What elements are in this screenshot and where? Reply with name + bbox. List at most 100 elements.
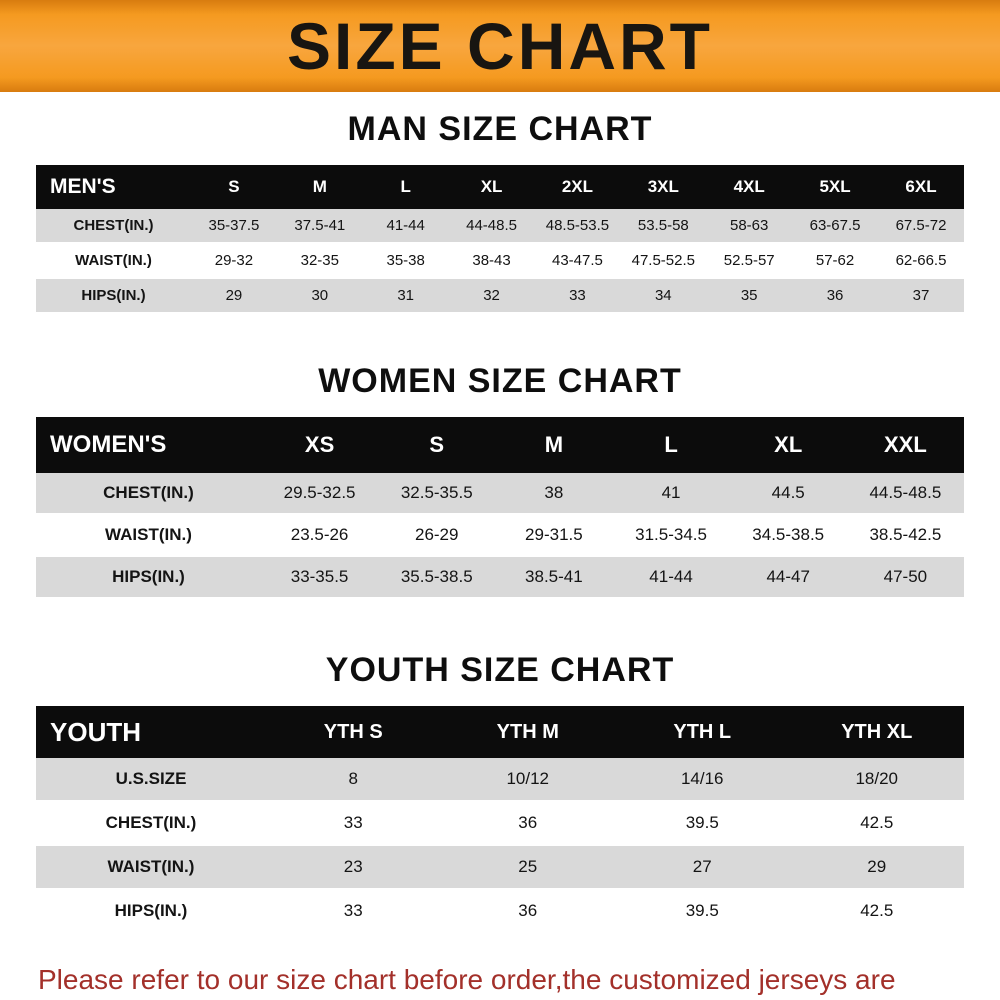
size-table: MEN'S S M L XL 2XL 3XL 4XL 5XL 6XL CHEST(IN.) 35-37… bbox=[36, 165, 964, 314]
table-header-row: YOUTH YTH S YTH M YTH L YTH XL bbox=[36, 706, 964, 758]
size-cell: 29 bbox=[789, 845, 964, 890]
page-title: SIZE CHART bbox=[287, 9, 713, 83]
size-cell: 47.5-52.5 bbox=[620, 243, 707, 279]
size-cell: 23.5-26 bbox=[261, 514, 379, 557]
size-cell: 52.5-57 bbox=[706, 243, 793, 279]
row-label: HIPS(IN.) bbox=[36, 278, 191, 314]
row-label: HIPS(IN.) bbox=[36, 556, 261, 599]
column-header: 6XL bbox=[878, 165, 964, 209]
column-header: S bbox=[378, 417, 496, 473]
row-label: CHEST(IN.) bbox=[36, 801, 266, 846]
row-label: WAIST(IN.) bbox=[36, 243, 191, 279]
size-cell: 29.5-32.5 bbox=[261, 473, 379, 515]
size-cell: 30 bbox=[276, 278, 363, 314]
column-header: L bbox=[362, 165, 449, 209]
size-cell: 62-66.5 bbox=[878, 243, 964, 279]
size-cell: 43-47.5 bbox=[534, 243, 621, 279]
table-header-label: WOMEN'S bbox=[36, 417, 261, 473]
size-cell: 39.5 bbox=[615, 889, 790, 934]
section-heading: YOUTH SIZE CHART bbox=[325, 651, 675, 689]
size-cell: 48.5-53.5 bbox=[534, 209, 621, 244]
column-header: 2XL bbox=[534, 165, 621, 209]
size-cell: 42.5 bbox=[789, 801, 964, 846]
row-label: HIPS(IN.) bbox=[36, 889, 266, 934]
column-header: M bbox=[276, 165, 363, 209]
section-heading: MAN SIZE CHART bbox=[347, 110, 653, 148]
size-cell: 47-50 bbox=[846, 556, 964, 599]
footer-note: Please refer to our size chart before or… bbox=[38, 960, 964, 1000]
table-row: CHEST(IN.) 29.5-32.5 32.5-35.5 38 41 44.5 44.5… bbox=[36, 473, 964, 515]
size-cell: 35-38 bbox=[362, 243, 449, 279]
row-label: U.S.SIZE bbox=[36, 758, 266, 802]
column-header: 4XL bbox=[706, 165, 793, 209]
size-cell: 33 bbox=[266, 889, 441, 934]
size-cell: 29-31.5 bbox=[495, 514, 613, 557]
table-row: WAIST(IN.) 29-32 32-35 35-38 38-43 43-47.5 47.… bbox=[36, 243, 964, 279]
size-cell: 38.5-41 bbox=[495, 556, 613, 599]
column-header: M bbox=[495, 417, 613, 473]
row-label: WAIST(IN.) bbox=[36, 845, 266, 890]
size-table: WOMEN'S XS S M L XL XXL CHEST(IN.) 29.5-32.5 32.5… bbox=[36, 417, 964, 599]
column-header: YTH L bbox=[615, 706, 790, 758]
size-cell: 23 bbox=[266, 845, 441, 890]
size-cell: 57-62 bbox=[792, 243, 878, 279]
size-cell: 32 bbox=[448, 278, 535, 314]
size-cell: 10/12 bbox=[440, 758, 615, 802]
size-cell: 44-48.5 bbox=[448, 209, 535, 244]
size-cell: 53.5-58 bbox=[620, 209, 707, 244]
size-cell: 8 bbox=[266, 758, 441, 802]
column-header: YTH S bbox=[266, 706, 441, 758]
table-header-row: MEN'S S M L XL 2XL 3XL 4XL 5XL 6XL bbox=[36, 165, 964, 209]
size-cell: 27 bbox=[615, 845, 790, 890]
row-label: CHEST(IN.) bbox=[36, 473, 261, 515]
size-cell: 33-35.5 bbox=[261, 556, 379, 599]
column-header: S bbox=[191, 165, 277, 209]
size-cell: 14/16 bbox=[615, 758, 790, 802]
size-cell: 41 bbox=[612, 473, 730, 515]
column-header: XL bbox=[448, 165, 535, 209]
table-header-row: WOMEN'S XS S M L XL XXL bbox=[36, 417, 964, 473]
table-row: U.S.SIZE 8 10/12 14/16 18/20 bbox=[36, 758, 964, 802]
size-cell: 36 bbox=[440, 801, 615, 846]
size-cell: 42.5 bbox=[789, 889, 964, 934]
size-cell: 31.5-34.5 bbox=[612, 514, 730, 557]
size-cell: 63-67.5 bbox=[792, 209, 878, 244]
size-cell: 35.5-38.5 bbox=[378, 556, 496, 599]
column-header: YTH XL bbox=[789, 706, 964, 758]
table-row: HIPS(IN.) 29 30 31 32 33 34 35 36 37 bbox=[36, 278, 964, 314]
size-cell: 41-44 bbox=[612, 556, 730, 599]
row-label: CHEST(IN.) bbox=[36, 209, 191, 244]
size-cell: 25 bbox=[440, 845, 615, 890]
section-heading: WOMEN SIZE CHART bbox=[318, 362, 682, 400]
size-chart-sections: MAN SIZE CHART MEN'S S M L XL 2XL 3XL 4XL 5XL 6XL C… bbox=[0, 110, 1000, 934]
column-header: XL bbox=[729, 417, 847, 473]
size-cell: 41-44 bbox=[362, 209, 449, 244]
size-table: YOUTH YTH S YTH M YTH L YTH XL U.S.SIZE 8 10/12… bbox=[36, 706, 964, 934]
size-cell: 35-37.5 bbox=[191, 209, 277, 244]
size-cell: 32.5-35.5 bbox=[378, 473, 496, 515]
column-header: YTH M bbox=[440, 706, 615, 758]
size-cell: 44.5-48.5 bbox=[846, 473, 964, 515]
table-row: CHEST(IN.) 33 36 39.5 42.5 bbox=[36, 801, 964, 846]
table-row: WAIST(IN.) 23 25 27 29 bbox=[36, 845, 964, 890]
size-cell: 33 bbox=[266, 801, 441, 846]
size-cell: 34.5-38.5 bbox=[729, 514, 847, 557]
size-cell: 29-32 bbox=[191, 243, 277, 279]
table-row: CHEST(IN.) 35-37.5 37.5-41 41-44 44-48.5 48.5… bbox=[36, 209, 964, 244]
size-cell: 36 bbox=[792, 278, 878, 314]
column-header: XS bbox=[261, 417, 379, 473]
table-row: HIPS(IN.) 33-35.5 35.5-38.5 38.5-41 41-44 44-… bbox=[36, 556, 964, 599]
table-header-label: MEN'S bbox=[36, 165, 191, 209]
table-row: HIPS(IN.) 33 36 39.5 42.5 bbox=[36, 889, 964, 934]
size-cell: 34 bbox=[620, 278, 707, 314]
size-cell: 38-43 bbox=[448, 243, 535, 279]
size-cell: 37.5-41 bbox=[276, 209, 363, 244]
size-cell: 36 bbox=[440, 889, 615, 934]
size-cell: 44-47 bbox=[729, 556, 847, 599]
size-cell: 39.5 bbox=[615, 801, 790, 846]
size-cell: 33 bbox=[534, 278, 621, 314]
size-cell: 67.5-72 bbox=[878, 209, 964, 244]
table-header-label: YOUTH bbox=[36, 706, 266, 758]
size-cell: 44.5 bbox=[729, 473, 847, 515]
